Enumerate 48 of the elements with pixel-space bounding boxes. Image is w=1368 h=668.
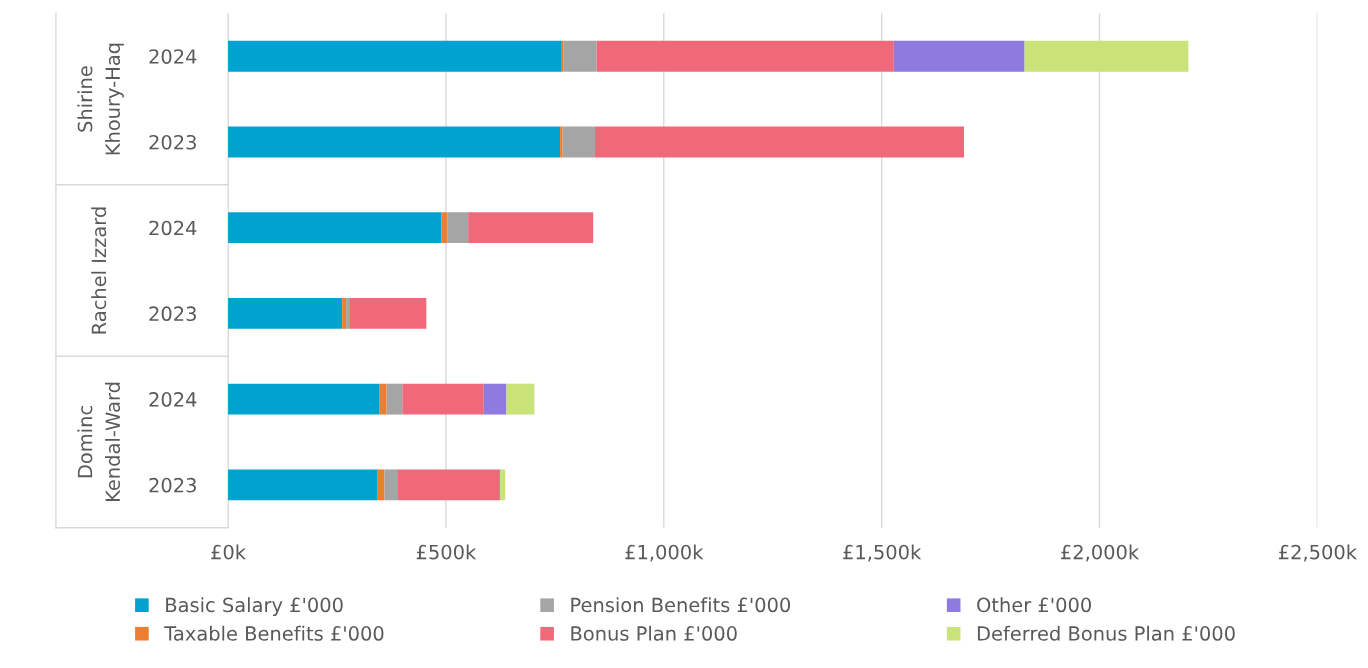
y-tick-label: 2024 — [149, 49, 197, 64]
text: Shirine Khoury-Haq — [77, 43, 124, 155]
bar — [483, 383, 507, 415]
bar — [596, 40, 894, 72]
legend-label: Basic Salary £'000 — [166, 597, 343, 617]
bar — [228, 40, 562, 72]
bar — [386, 383, 403, 415]
bar — [594, 126, 964, 158]
legend-label: Bonus Plan £'000 — [571, 625, 737, 641]
bar — [562, 126, 595, 158]
bar — [228, 297, 343, 329]
x-tick-label: £1,500k — [843, 544, 922, 562]
x-tick-label: £0k — [211, 544, 246, 560]
legend-label: Other £'000 — [977, 597, 1091, 613]
bar — [377, 469, 385, 501]
bar — [342, 297, 347, 329]
x-tick-label: £2,500k — [1278, 544, 1357, 562]
y-tick-label: 2024 — [149, 392, 197, 407]
bar — [499, 469, 506, 501]
bar — [349, 297, 427, 329]
bar — [506, 383, 535, 415]
bar — [893, 40, 1025, 72]
bar — [228, 126, 561, 158]
legend-label: Taxable Benefits £'000 — [164, 625, 384, 641]
bar — [228, 383, 380, 415]
bar — [447, 212, 469, 244]
bar — [384, 469, 398, 501]
y-tick-label: 2023 — [149, 306, 196, 322]
bar — [1024, 40, 1189, 72]
bar — [379, 383, 387, 415]
bar — [228, 212, 442, 244]
x-tick-label: £2,000k — [1061, 544, 1140, 562]
legend-label: Pension Benefits £'000 — [571, 597, 791, 613]
x-tick-label: £1,000k — [625, 544, 704, 562]
bar — [228, 469, 378, 501]
y-tick-label: 2023 — [149, 477, 196, 493]
y-tick-label: 2024 — [149, 220, 197, 236]
bar — [346, 297, 350, 329]
y-tick-label: 2023 — [149, 134, 196, 150]
x-tick-label: £500k — [416, 544, 477, 560]
bar — [397, 469, 500, 501]
bar — [563, 40, 597, 72]
bar — [560, 126, 563, 158]
legend-label: Deferred Bonus Plan £'000 — [977, 625, 1235, 641]
text: Rachel Izzard — [91, 207, 107, 334]
text: Dominc Kendal-Ward — [77, 382, 121, 502]
bar — [468, 212, 594, 244]
bar — [402, 383, 484, 415]
